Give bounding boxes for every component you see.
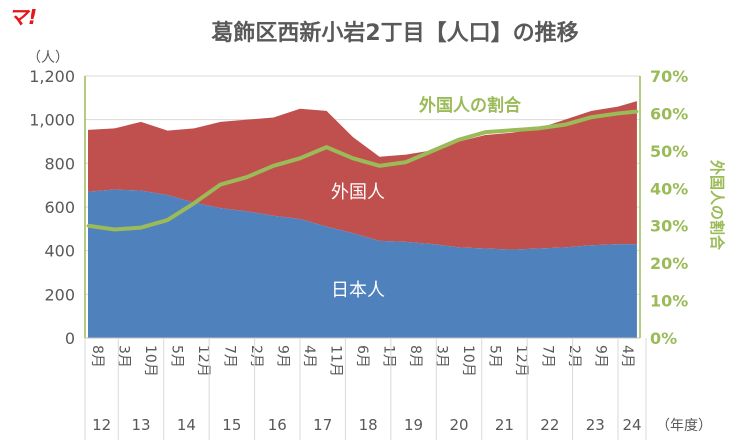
x-year-label: 15 — [222, 416, 241, 434]
y-tick-label: 200 — [44, 285, 75, 304]
y-axis-unit: （人） — [27, 50, 69, 66]
x-month-label: 10月 — [142, 345, 158, 377]
x-year-label: 12 — [92, 416, 111, 434]
ratio-point — [404, 160, 408, 164]
y2-tick-label: 40% — [650, 179, 688, 198]
y-tick-label: 600 — [44, 198, 75, 217]
x-month-label: 12月 — [513, 345, 529, 377]
ratio-point — [351, 156, 355, 160]
y2-tick-label: 30% — [650, 217, 688, 236]
ratio-point — [616, 111, 620, 115]
x-month-label: 3月 — [434, 345, 450, 368]
x-month-label: 10月 — [460, 345, 476, 377]
ratio-point — [635, 110, 639, 114]
x-year-label: 16 — [268, 416, 287, 434]
x-month-label: 1月 — [381, 345, 397, 368]
ratio-point — [86, 224, 90, 228]
x-year-label: 20 — [449, 416, 468, 434]
y-tick-label: 0 — [65, 329, 75, 348]
x-year-label: 23 — [586, 416, 605, 434]
ratio-point — [192, 201, 196, 205]
x-year-label: 14 — [177, 416, 196, 434]
y2-tick-label: 50% — [650, 142, 688, 161]
ratio-point — [325, 145, 328, 149]
x-year-label: 24 — [622, 416, 641, 434]
x-month-label: 9月 — [275, 345, 291, 368]
y2-tick-label: 20% — [650, 254, 688, 273]
y-tick-label: 400 — [44, 242, 75, 261]
area-foreign — [88, 101, 637, 250]
line-foreign-ratio — [87, 109, 638, 232]
y2-axis-title: 外国人の割合 — [708, 159, 726, 251]
ratio-point — [510, 128, 514, 132]
ratio-point — [166, 218, 169, 222]
x-month-label: 3月 — [116, 345, 132, 368]
ratio-point — [537, 126, 540, 130]
label-foreign: 外国人 — [331, 182, 385, 203]
ratio-point — [139, 226, 143, 230]
x-month-label: 4月 — [619, 345, 635, 368]
x-month-label: 6月 — [354, 345, 370, 368]
ratio-point — [272, 164, 275, 168]
x-month-label: 9月 — [593, 345, 609, 368]
x-month-label: 7月 — [222, 345, 238, 368]
chart-title: 葛飾区西新小岩2丁目【人口】の推移 — [210, 20, 578, 46]
ratio-point — [378, 164, 381, 168]
x-year-label: 18 — [359, 416, 378, 434]
y2-tick-label: 10% — [650, 292, 688, 311]
x-month-label: 2月 — [248, 345, 264, 368]
y-tick-label: 800 — [44, 154, 75, 173]
area-japanese — [88, 189, 637, 338]
ratio-point — [113, 227, 116, 231]
ratio-point — [484, 130, 487, 134]
y-tick-label: 1,000 — [29, 111, 75, 130]
x-year-label: 19 — [404, 416, 423, 434]
x-month-label: 4月 — [301, 345, 317, 368]
ratio-point — [563, 123, 567, 127]
y2-tick-label: 0% — [650, 329, 677, 348]
label-japanese: 日本人 — [331, 280, 385, 301]
y-tick-label: 1,200 — [29, 67, 75, 86]
ratio-legend-label: 外国人の割合 — [419, 95, 522, 116]
x-axis-unit: （年度） — [656, 418, 712, 434]
ratio-point — [298, 156, 302, 160]
x-month-label: 2月 — [566, 345, 582, 368]
ratio-point — [590, 115, 593, 119]
x-month-label: 5月 — [169, 345, 185, 368]
ratio-point — [219, 183, 222, 187]
x-month-label: 8月 — [407, 345, 423, 368]
x-year-label: 21 — [495, 416, 514, 434]
logo: マ! — [8, 5, 37, 29]
ratio-point — [431, 149, 434, 153]
x-year-label: 13 — [131, 416, 150, 434]
y2-tick-label: 70% — [650, 67, 688, 86]
x-month-label: 7月 — [540, 345, 556, 368]
x-year-label: 22 — [540, 416, 559, 434]
x-year-label: 17 — [313, 416, 332, 434]
x-month-label: 12月 — [195, 345, 211, 377]
y2-tick-label: 60% — [650, 104, 688, 123]
x-month-label: 5月 — [487, 345, 503, 368]
ratio-point — [457, 138, 461, 142]
x-month-label: 11月 — [328, 345, 344, 377]
ratio-point — [245, 175, 249, 179]
x-month-label: 8月 — [89, 345, 105, 368]
